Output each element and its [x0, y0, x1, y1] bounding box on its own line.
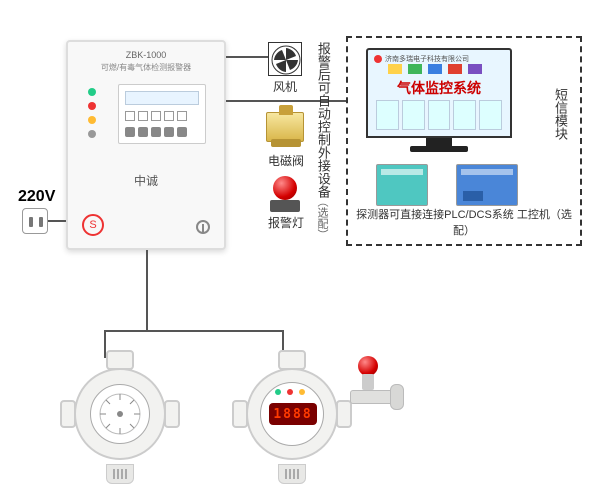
plc-dcs-group: 济南多瑞电子科技有限公司 气体监控系统	[346, 36, 582, 246]
solenoid-icon	[266, 112, 304, 142]
fan-icon	[268, 42, 302, 76]
wire	[146, 250, 148, 330]
wire	[48, 220, 66, 222]
center-heading: 报警后可自动控制外接设备	[314, 42, 331, 198]
probe-light-icon	[358, 356, 378, 376]
monitor: 济南多瑞电子科技有限公司 气体监控系统	[366, 48, 512, 152]
panel-leds	[88, 88, 96, 138]
power-outlet	[22, 208, 48, 234]
monitor-bars	[388, 64, 482, 74]
wire	[226, 56, 268, 58]
solenoid-label: 电磁阀	[258, 152, 314, 169]
panel-brand: 中诚	[68, 172, 224, 189]
fan-label: 风机	[262, 78, 308, 95]
cert-badge-icon: S	[82, 214, 104, 236]
center-heading-note: （选配）	[314, 196, 330, 240]
alarm-light-icon	[270, 176, 300, 212]
panel-model: ZBK-1000	[68, 50, 224, 60]
alarm-light-label: 报警灯	[258, 214, 314, 231]
monitor-company: 济南多瑞电子科技有限公司	[374, 54, 469, 64]
panel-display	[118, 84, 206, 144]
panel-subtitle: 可燃/有毒气体检测报警器	[68, 62, 224, 73]
module-a	[376, 164, 428, 206]
control-panel: ZBK-1000 可燃/有毒气体检测报警器	[66, 40, 226, 250]
lock-icon	[196, 220, 210, 234]
module-b	[456, 164, 518, 206]
power-label: 220V	[18, 188, 55, 206]
detector-digital: 1888	[232, 350, 412, 470]
detector-display: 1888	[269, 403, 317, 425]
sms-label: 短信模块	[551, 88, 570, 140]
detector-analog	[60, 350, 180, 470]
plc-footer: 探测器可直接连接PLC/DCS系统 工控机（选配）	[348, 206, 580, 238]
monitor-title: 气体监控系统	[368, 78, 510, 98]
wire	[104, 330, 284, 332]
